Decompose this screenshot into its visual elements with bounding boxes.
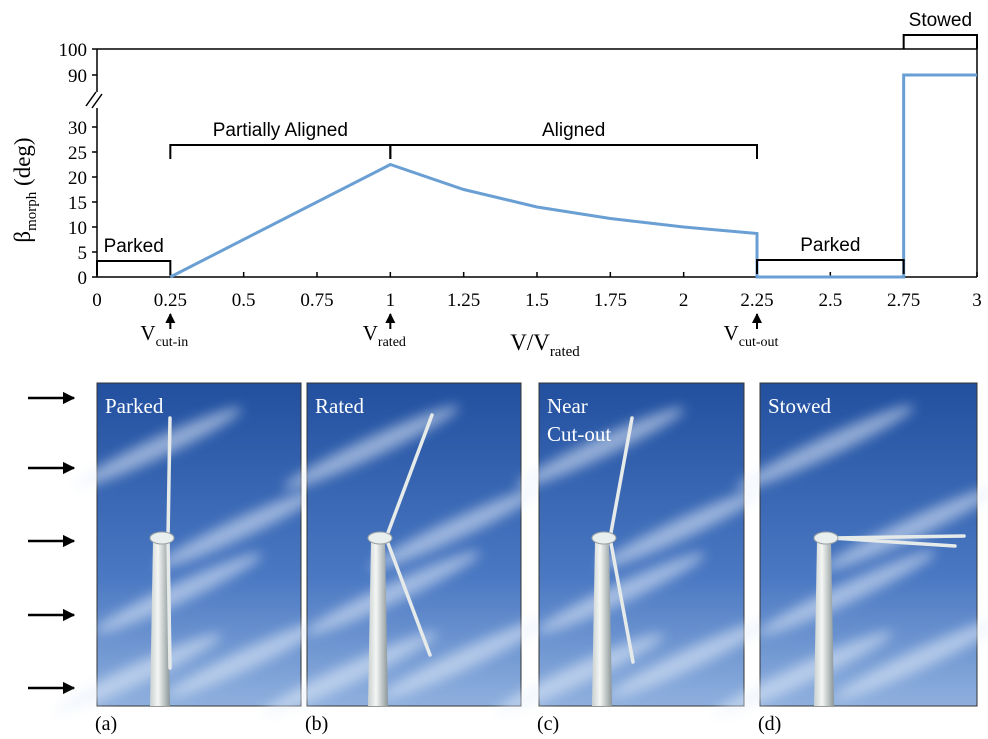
x-tick-label: 3 — [972, 290, 982, 311]
photo-panel: Rated (b) — [258, 383, 559, 735]
y-label-base: β — [10, 231, 35, 243]
wind-arrows — [28, 398, 74, 688]
x-tick-label: 0 — [92, 290, 102, 311]
marker-label: Vcut-in — [140, 321, 188, 350]
y-tick-label: 10 — [68, 218, 87, 239]
bracket-label: Parked — [104, 236, 164, 257]
panel-caption: (c) — [537, 713, 559, 735]
nacelle — [592, 532, 616, 544]
nacelle — [150, 532, 174, 544]
marker-base: V — [724, 321, 739, 345]
x-tick-label: 2 — [679, 290, 689, 311]
y-tick-label: 20 — [68, 168, 87, 189]
axis-break — [86, 92, 102, 108]
y-label-sub: morph — [24, 191, 40, 231]
y-tick-label: 15 — [68, 193, 87, 214]
x-tick-label: 2.5 — [818, 290, 842, 311]
panel-label: Cut-out — [547, 422, 611, 446]
panel-label: Rated — [315, 394, 364, 418]
y-axis-label: βmorph (deg) — [10, 137, 40, 242]
marker-sub: rated — [378, 335, 406, 350]
panel-caption: (d) — [758, 713, 781, 735]
y-label-rest: (deg) — [10, 137, 35, 191]
marker-sub: cut-in — [156, 335, 189, 350]
chart: 0 5 10 15 20 25 30 90 100 0 0.25 0.5 0.75 1 1.25 1.5 1.7… — [10, 10, 982, 360]
bracket-label: Partially Aligned — [213, 120, 348, 141]
tower — [592, 540, 612, 706]
bracket — [904, 35, 977, 49]
x-axis-label: V/Vrated — [510, 330, 580, 360]
y-tick-label: 25 — [68, 143, 87, 164]
x-tick-label: 1.5 — [525, 290, 549, 311]
bracket — [390, 145, 757, 159]
tower — [814, 540, 834, 706]
y-tick-label: 90 — [68, 66, 87, 87]
nacelle — [368, 532, 392, 544]
x-label-sub: rated — [550, 344, 580, 360]
photo-panel: Near Cut-out (c) — [492, 383, 780, 735]
panel-label: Parked — [105, 394, 164, 418]
panel-caption: (b) — [305, 713, 328, 735]
marker-base: V — [140, 321, 155, 345]
photo-panel: Parked (a) — [50, 383, 337, 735]
marker-label: Vcut-out — [724, 321, 779, 350]
tower — [368, 540, 388, 706]
x-tick-label: 1 — [386, 290, 396, 311]
blade — [168, 538, 170, 668]
x-tick-label: 0.25 — [154, 290, 187, 311]
nacelle — [814, 532, 838, 544]
marker-label: Vrated — [363, 321, 406, 350]
bracket-label: Parked — [800, 235, 860, 256]
y-tick-label: 100 — [59, 40, 88, 61]
x-tick-label: 0.5 — [232, 290, 256, 311]
x-tick-label: 2.75 — [887, 290, 920, 311]
y-tick-label: 30 — [68, 118, 87, 139]
bracket — [757, 260, 904, 274]
marker-sub: cut-out — [739, 335, 779, 350]
bracket — [97, 261, 170, 275]
bracket-label: Stowed — [909, 10, 972, 31]
bracket-label: Aligned — [542, 120, 605, 141]
x-tick-label: 1.25 — [447, 290, 480, 311]
x-tick-label: 0.75 — [300, 290, 333, 311]
panel-label: Near — [547, 394, 588, 418]
marker-base: V — [363, 321, 378, 345]
photo-panels: Parked (a) Rated (b) Near Cut-out (c) Stowed (d) — [50, 383, 988, 735]
panel-label: Stowed — [768, 394, 832, 418]
photo-panel: Stowed (d) — [711, 383, 988, 735]
bracket — [170, 145, 390, 159]
x-label-base: V/V — [510, 330, 550, 355]
panel-caption: (a) — [95, 713, 117, 735]
y-tick-label: 5 — [78, 243, 88, 264]
blade — [168, 418, 170, 538]
x-tick-label: 2.25 — [740, 290, 773, 311]
x-tick-label: 1.75 — [594, 290, 627, 311]
y-tick-label: 0 — [78, 268, 88, 289]
figure: Parked (a) Rated (b) Near Cut-out (c) Stowed (d)… — [0, 0, 988, 739]
